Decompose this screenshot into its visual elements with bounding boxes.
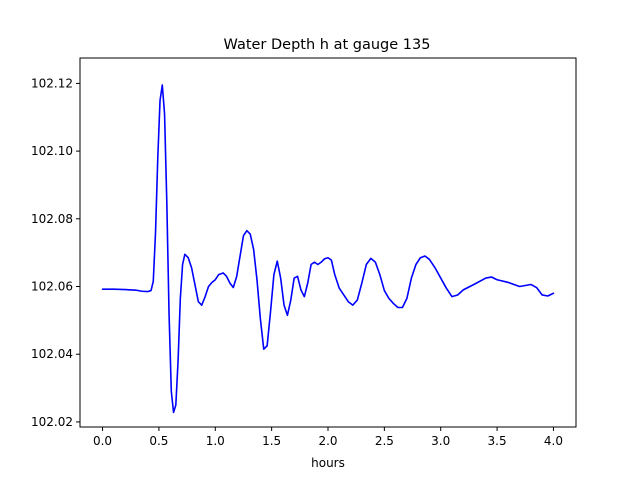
x-tick-label: 3.5 bbox=[488, 434, 507, 448]
y-tick-label: 102.02 bbox=[31, 415, 73, 429]
y-tick-label: 102.12 bbox=[31, 76, 73, 90]
x-tick-label: 1.5 bbox=[262, 434, 281, 448]
y-tick-label: 102.10 bbox=[31, 144, 73, 158]
x-tick-label: 0.5 bbox=[149, 434, 168, 448]
x-tick-label: 4.0 bbox=[544, 434, 563, 448]
x-axis: 0.0 0.5 1.0 1.5 2.0 2.5 3.0 3.5 4.0 bbox=[93, 427, 563, 448]
data-layer bbox=[101, 84, 555, 414]
plot-area bbox=[80, 58, 576, 427]
x-tick-label: 1.0 bbox=[206, 434, 225, 448]
plot-frame bbox=[79, 57, 577, 428]
x-axis-label: hours bbox=[311, 456, 345, 470]
y-tick-label: 102.08 bbox=[31, 212, 73, 226]
y-tick-label: 102.06 bbox=[31, 280, 73, 294]
y-axis: 102.02 102.04 102.06 102.08 102.10 102.12 bbox=[31, 76, 80, 429]
x-tick-label: 2.5 bbox=[375, 434, 394, 448]
y-tick-label: 102.04 bbox=[31, 347, 73, 361]
x-tick-label: 3.0 bbox=[431, 434, 450, 448]
x-tick-label: 0.0 bbox=[93, 434, 112, 448]
series-line bbox=[101, 84, 555, 414]
x-tick-label: 2.0 bbox=[318, 434, 337, 448]
chart-title: Water Depth h at gauge 135 bbox=[224, 37, 431, 53]
